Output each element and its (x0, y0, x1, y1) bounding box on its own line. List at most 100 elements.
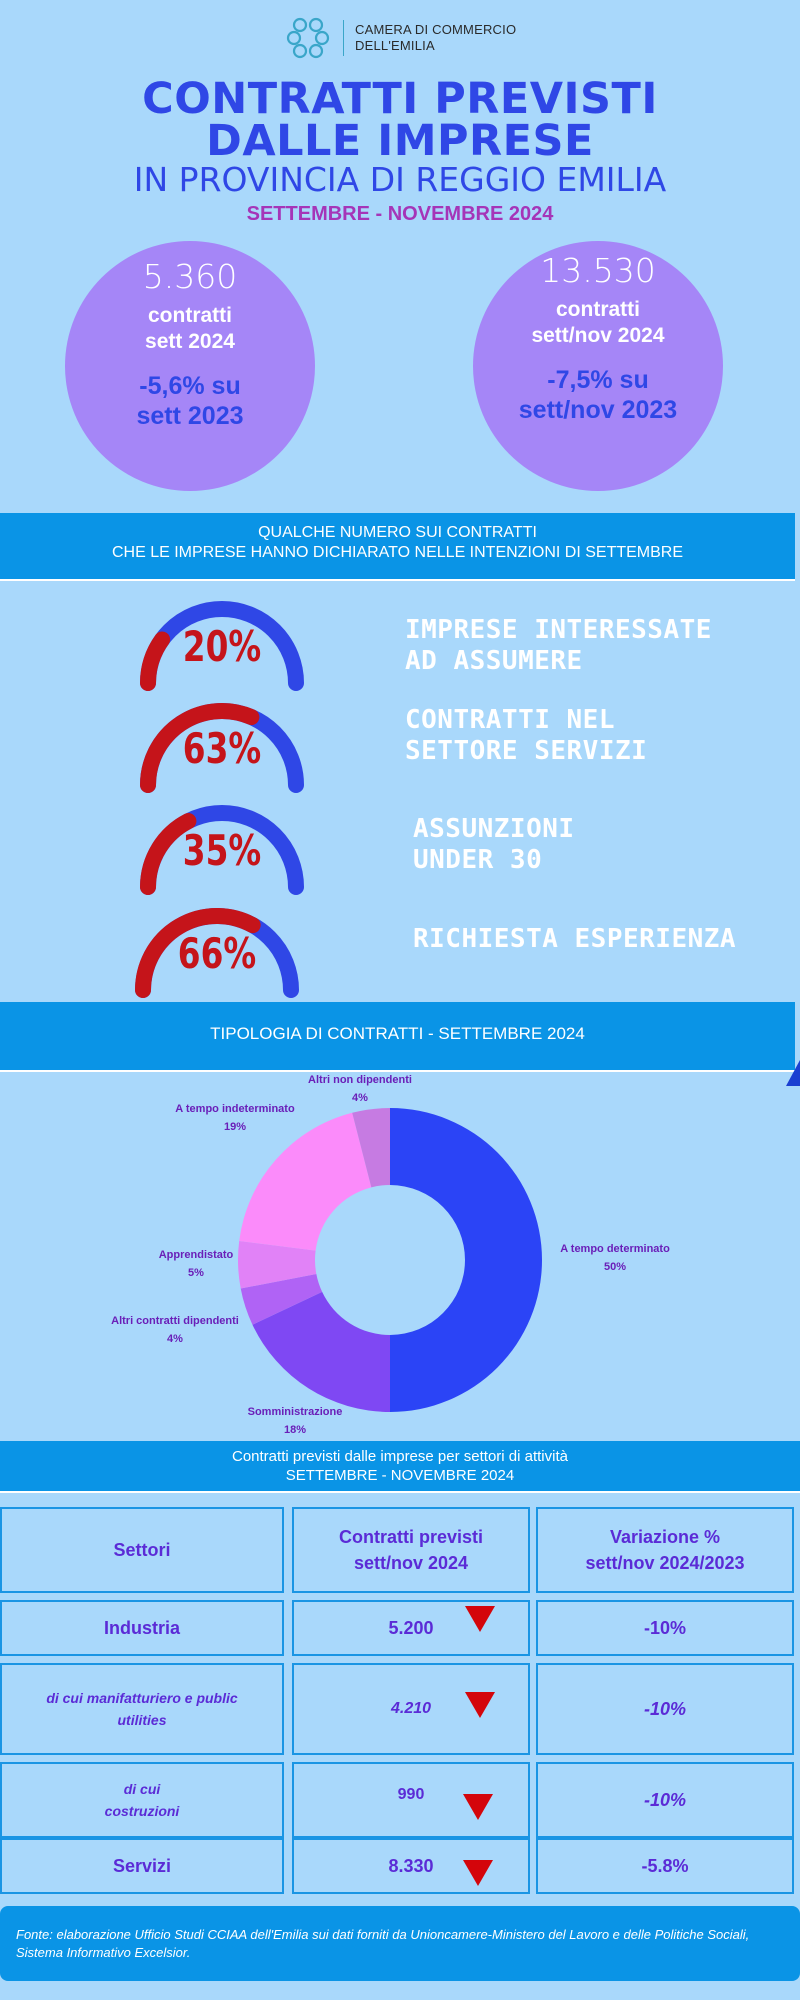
page-title-line2: DALLE IMPRESE (206, 116, 594, 166)
kpi-value: 5.360 (142, 257, 238, 296)
gauge-label-line2: SETTORE SERVIZI (405, 736, 648, 766)
gauge-label-line1: RICHIESTA ESPERIENZA (413, 924, 737, 954)
section-banner-numbers: QUALCHE NUMERO SUI CONTRATTI CHE LE IMPR… (0, 513, 795, 581)
kpi-circle-sett-nov: 13.530 contratti sett/nov 2024 -7,5% su … (473, 241, 723, 491)
gauge-label-line2: UNDER 30 (413, 845, 543, 875)
decrease-triangle-icon (463, 1794, 493, 1820)
kpi-variation-line2: sett/nov 2023 (518, 396, 678, 424)
pie-label: Somministrazione 18% (225, 1403, 365, 1439)
table-cell-sector: di cui costruzioni (0, 1762, 284, 1838)
donut-slice (252, 1291, 390, 1412)
table-cell-variation: -10% (536, 1663, 794, 1755)
page-subtitle: IN PROVINCIA DI REGGIO EMILIA (133, 160, 667, 199)
table-cell-variation: -5.8% (536, 1838, 794, 1894)
donut-slice (240, 1274, 323, 1325)
kpi-label-line2: sett 2024 (145, 330, 235, 353)
decrease-triangle-icon (465, 1606, 495, 1632)
section-banner-line1: Contratti previsti dalle imprese per set… (232, 1448, 568, 1465)
corner-triangle-icon (786, 1060, 800, 1086)
pie-label: A tempo indeterminato 19% (150, 1100, 320, 1136)
kpi-label: contratti sett 2024 (65, 303, 315, 355)
pie-label-value: 18% (283, 1424, 307, 1436)
section-banner-contract-types: TIPOLOGIA DI CONTRATTI - SETTEMBRE 2024 (0, 1002, 795, 1072)
section-banner-sectors: Contratti previsti dalle imprese per set… (0, 1441, 800, 1493)
kpi-label: contratti sett/nov 2024 (473, 297, 723, 349)
table-header-contracts: Contratti previsti sett/nov 2024 (292, 1507, 530, 1593)
gauge-label-line2: AD ASSUMERE (405, 646, 583, 676)
pie-label-value: 4% (167, 1333, 183, 1345)
kpi-value: 13.530 (540, 251, 656, 290)
decrease-triangle-icon (465, 1692, 495, 1718)
pie-label: Apprendistato 5% (136, 1246, 256, 1282)
page-title: CONTRATTI PREVISTI DALLE IMPRESE (0, 74, 800, 166)
gauge-label-line1: CONTRATTI NEL (405, 705, 615, 735)
gauge-arc (140, 703, 304, 793)
gauge-label-line1: IMPRESE INTERESSATE (405, 615, 712, 645)
kpi-variation-line2: sett 2023 (136, 402, 244, 430)
org-logo: CAMERA DI COMMERCIO DELL'EMILIA (285, 16, 555, 60)
pie-label-name: Altri contratti dipendenti (111, 1315, 239, 1327)
pie-label-name: Altri non dipendenti (308, 1074, 412, 1086)
pie-label-name: Apprendistato (158, 1249, 234, 1261)
table-header-sectors: Settori (0, 1507, 284, 1593)
pie-label: Altri non dipendenti 4% (300, 1071, 420, 1107)
kpi-variation: -5,6% su sett 2023 (65, 371, 315, 431)
donut-slice (238, 1240, 317, 1289)
gauge-value: 35% (182, 826, 262, 875)
org-name-line2: DELL'EMILIA (355, 38, 435, 53)
pie-label-value: 5% (188, 1267, 204, 1279)
kpi-circle-sett: 5.360 contratti sett 2024 -5,6% su sett … (65, 241, 315, 491)
gauge: 20% (132, 588, 312, 698)
gauge-value: 66% (177, 929, 257, 978)
header-line: Settori (113, 1540, 171, 1560)
table-cell-contracts: 8.330 (292, 1838, 530, 1894)
gauge: 63% (132, 690, 312, 800)
gauge-label: ASSUNZIONI UNDER 30 (413, 814, 575, 876)
gauge-arc (135, 908, 299, 998)
header-line: sett/nov 2024/2023 (585, 1553, 745, 1573)
camera-commercio-logo-icon (286, 17, 330, 59)
donut-slice (239, 1112, 372, 1251)
header-line: Contratti previsti (338, 1527, 484, 1547)
table-cell-variation: -10% (536, 1762, 794, 1838)
page-title-line1: CONTRATTI PREVISTI (142, 74, 658, 124)
header-line: sett/nov 2024 (353, 1553, 469, 1573)
logo-divider (343, 20, 344, 56)
gauge-fill (140, 631, 171, 691)
table-cell-sector: Industria (0, 1600, 284, 1656)
kpi-label-line1: contratti (148, 304, 232, 327)
header-line: Variazione % (609, 1527, 721, 1547)
gauge: 35% (132, 792, 312, 902)
pie-label: A tempo determinato 50% (525, 1240, 705, 1276)
section-banner-line1: QUALCHE NUMERO SUI CONTRATTI (258, 524, 537, 541)
pie-label-value: 19% (223, 1121, 247, 1133)
gauge-label: RICHIESTA ESPERIENZA (413, 924, 736, 955)
gauge-fill (140, 703, 260, 793)
decrease-triangle-icon (463, 1860, 493, 1886)
gauge-fill (140, 813, 197, 895)
donut-slice (352, 1108, 390, 1188)
table-cell-sector: Servizi (0, 1838, 284, 1894)
table-cell-variation: -10% (536, 1600, 794, 1656)
kpi-label-line2: sett/nov 2024 (531, 324, 665, 347)
pie-label-name: A tempo indeterminato (175, 1103, 295, 1115)
pie-label-value: 50% (603, 1261, 627, 1273)
kpi-label-line1: contratti (556, 298, 640, 321)
table-cell-contracts: 990 (292, 1762, 530, 1838)
gauge-value: 63% (182, 724, 262, 773)
pie-label-value: 4% (352, 1092, 368, 1104)
page-period: SETTEMBRE - NOVEMBRE 2024 (246, 203, 554, 225)
gauge-label-line1: ASSUNZIONI (413, 814, 575, 844)
table-cell-sector: di cui manifatturiero e public utilities (0, 1663, 284, 1755)
gauge: 66% (127, 895, 307, 1005)
gauge-label: CONTRATTI NEL SETTORE SERVIZI (405, 705, 647, 767)
section-banner-line2: CHE LE IMPRESE HANNO DICHIARATO NELLE IN… (111, 544, 684, 561)
donut-slice (390, 1108, 542, 1412)
kpi-variation: -7,5% su sett/nov 2023 (473, 365, 723, 425)
gauge-fill (135, 908, 261, 998)
pie-label-name: Somministrazione (247, 1406, 343, 1418)
pie-label: Altri contratti dipendenti 4% (90, 1312, 260, 1348)
source-footer: Fonte: elaborazione Ufficio Studi CCIAA … (0, 1906, 800, 1981)
kpi-variation-line1: -5,6% su (139, 372, 241, 400)
org-name-line1: CAMERA DI COMMERCIO (355, 22, 517, 37)
